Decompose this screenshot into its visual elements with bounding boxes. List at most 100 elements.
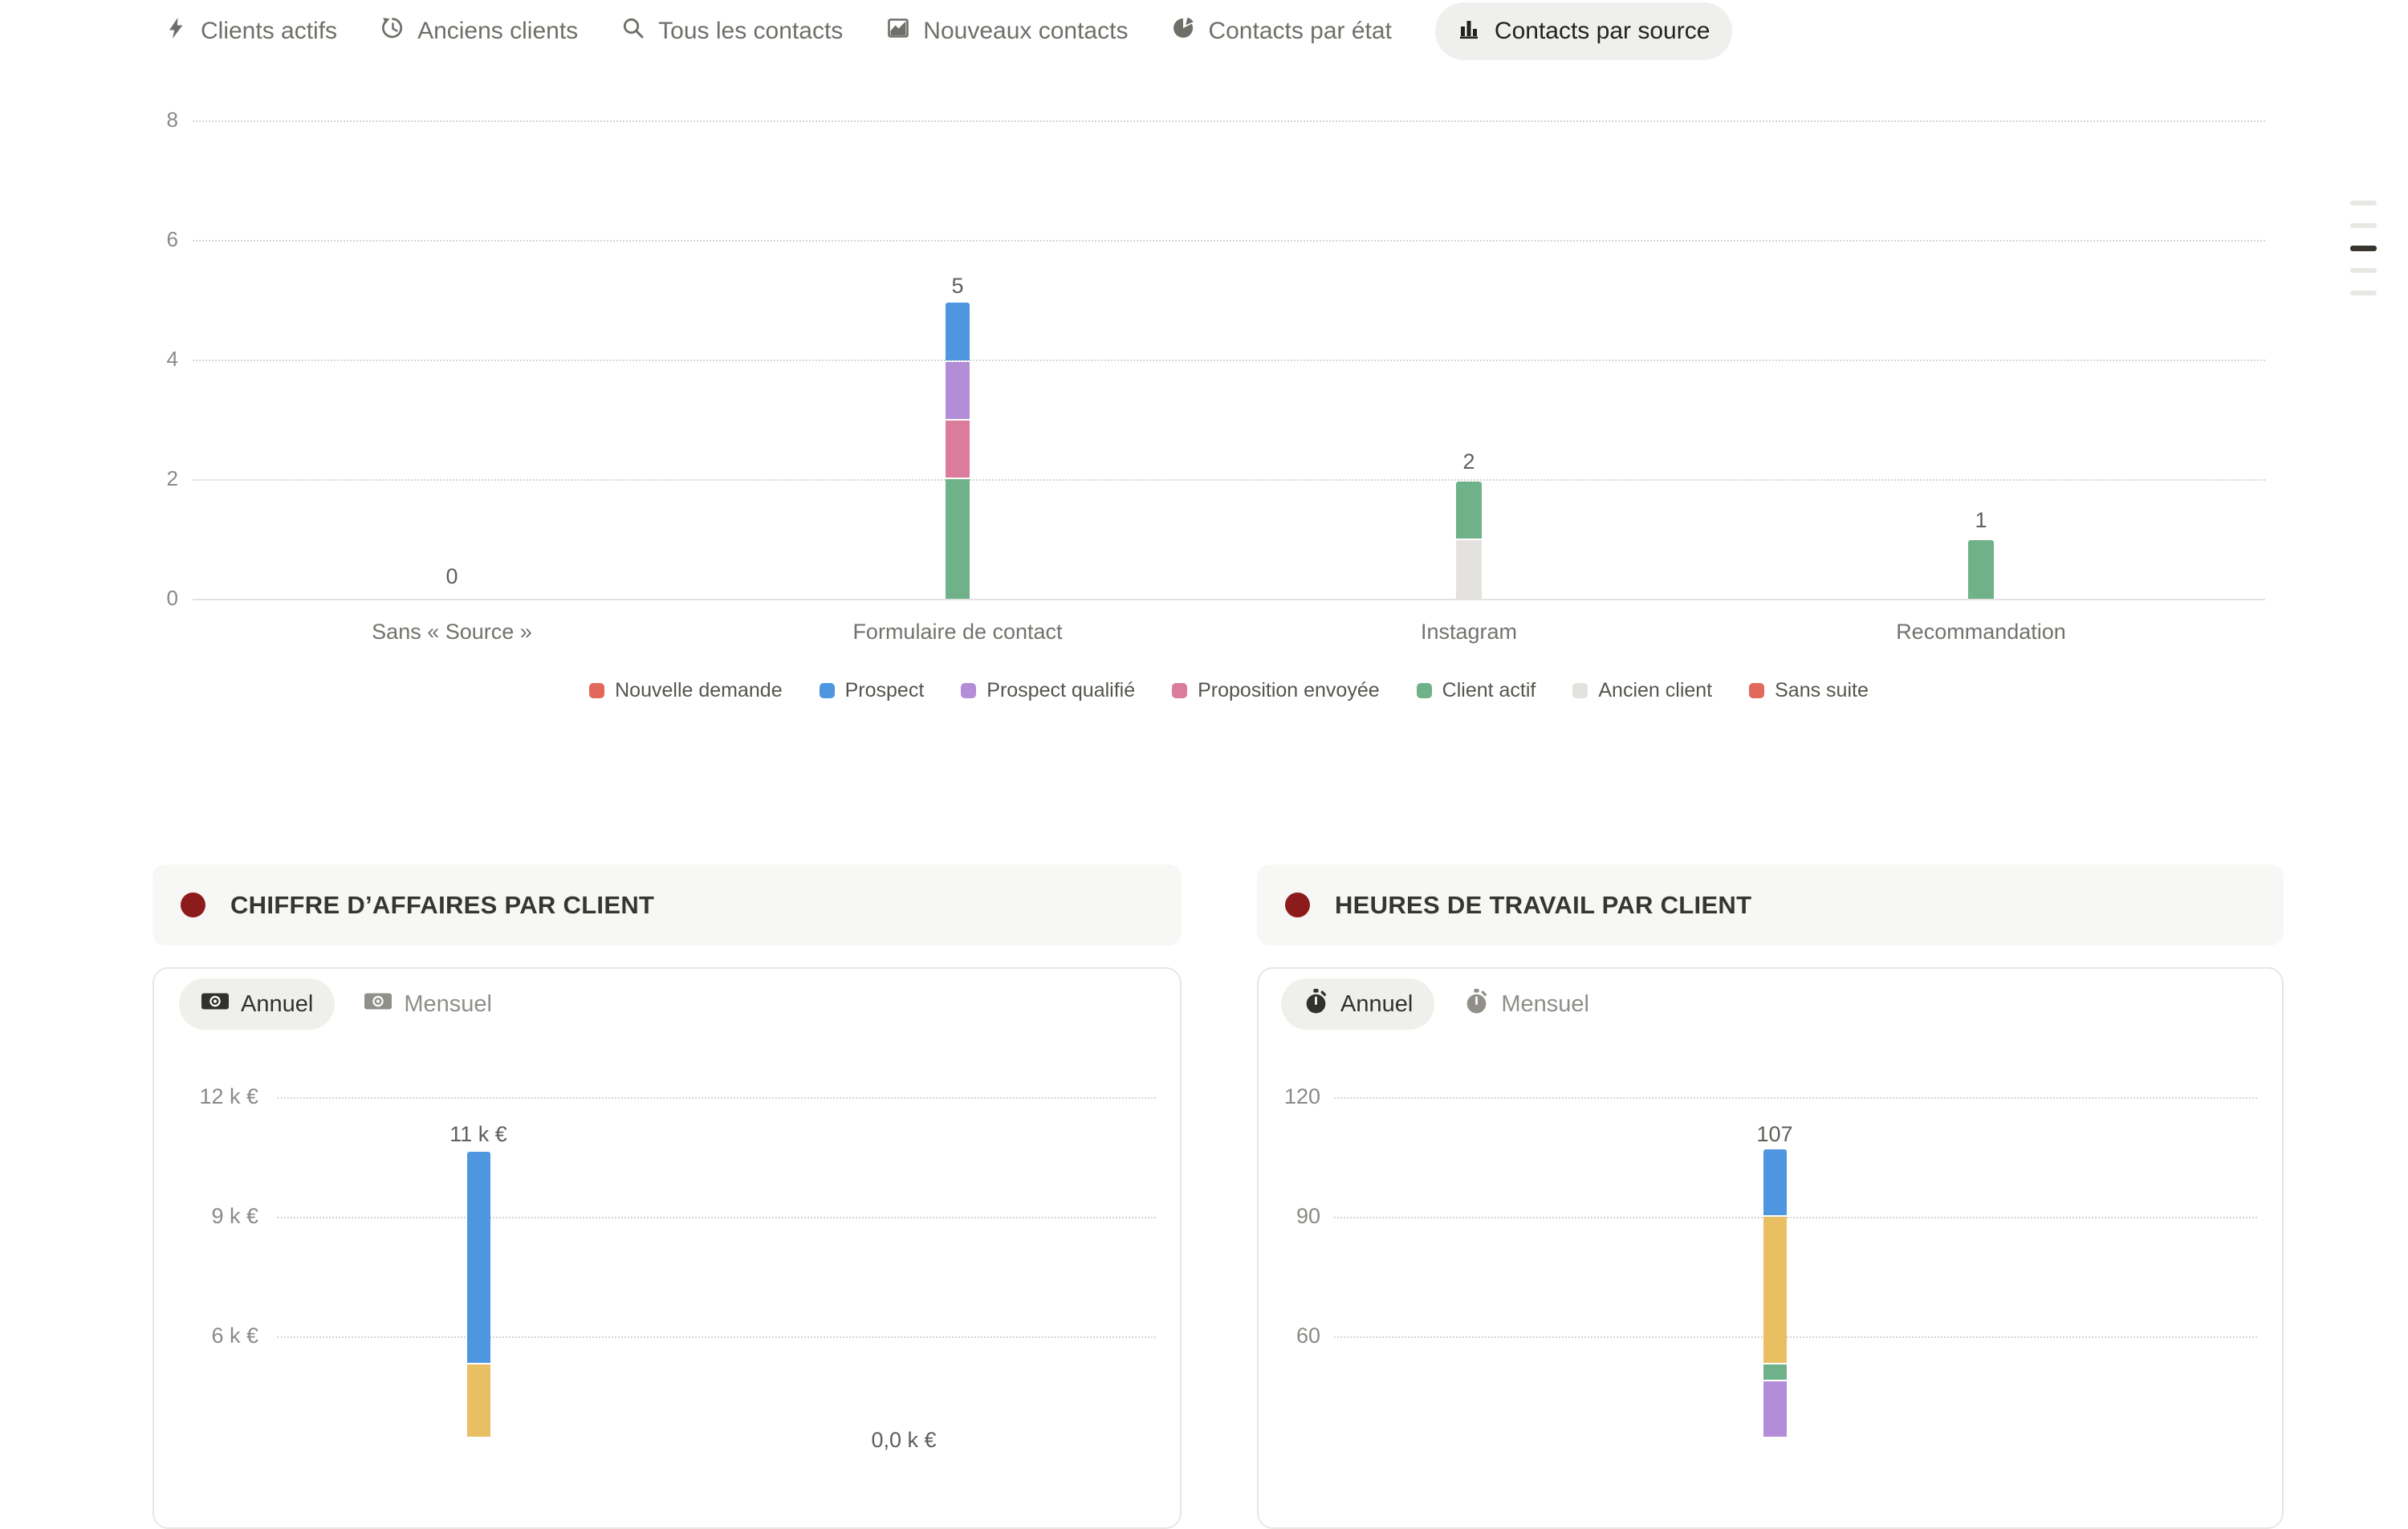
legend-label: Prospect [844,679,925,701]
toc-indicator-line-active[interactable] [2350,246,2377,251]
revenue-toggle-mensuel[interactable]: Mensuel [364,978,492,1030]
y-tick: 0 [166,586,178,610]
toggle-label: Mensuel [1501,990,1589,1017]
banknote-icon [201,990,230,1019]
legend-label: Prospect qualifié [986,679,1136,701]
legend-swatch [1572,683,1588,698]
bar-segment-client-actif[interactable] [1456,482,1482,539]
toggle-label: Mensuel [404,990,492,1017]
tab-contacts-par-source[interactable]: Contacts par source [1434,2,1733,60]
tab-clients-actifs[interactable]: Clients actifs [164,2,337,60]
tab-label: Contacts par source [1494,18,1710,44]
section-bullet-icon [1285,893,1310,917]
bar-segment-blue[interactable] [1763,1149,1787,1215]
tab-contacts-par-etat[interactable]: Contacts par état [1171,2,1392,60]
bar-segment-client-actif[interactable] [1968,540,1994,599]
gridline [193,360,2265,361]
stopwatch-icon [1303,988,1329,1021]
y-tick: 8 [166,108,178,132]
search-icon [621,16,645,47]
legend-item: Sans suite [1749,679,1869,702]
gridline [277,1097,1156,1099]
legend-label: Sans suite [1775,679,1869,701]
tab-label: Nouveaux contacts [923,18,1129,44]
legend-swatch [1416,683,1432,698]
bar-total-label: 0,0 k € [871,1428,937,1452]
x-category-label: Sans « Source » [372,620,532,644]
banknote-icon [364,990,393,1019]
x-axis-line [193,599,2265,600]
bar-segment-yellow[interactable] [467,1364,490,1437]
legend-item: Nouvelle demande [589,679,783,702]
tab-anciens-clients[interactable]: Anciens clients [380,2,578,60]
bar-segment-purple[interactable] [1763,1381,1787,1437]
pie-chart-icon [1171,16,1195,47]
history-icon [380,16,405,47]
y-tick: 6 k € [211,1324,258,1348]
bar-total-label: 5 [951,274,964,298]
x-category-label: Formulaire de contact [852,620,1063,644]
bar-segment-green[interactable] [1763,1364,1787,1380]
hours-period-toggle: Annuel Mensuel [1281,978,1589,1030]
revenue-period-toggle: Annuel Mensuel [179,978,492,1030]
hours-toggle-annuel[interactable]: Annuel [1281,978,1435,1030]
gridline [193,240,2265,242]
bar-segment-prospect-qualifie[interactable] [946,362,970,419]
tab-nouveaux-contacts[interactable]: Nouveaux contacts [886,2,1128,60]
x-category-label: Instagram [1420,620,1518,644]
bar-segment-ancien-client[interactable] [1456,540,1482,599]
legend-label: Proposition envoyée [1198,679,1380,701]
tab-tous-les-contacts[interactable]: Tous les contacts [621,2,843,60]
y-tick: 4 [166,347,178,371]
legend-item: Prospect [819,679,925,702]
x-category-label: Recommandation [1896,620,2066,644]
bar-segment-yellow[interactable] [1763,1217,1787,1363]
bar-total-label: 2 [1462,449,1475,474]
legend-swatch [589,683,605,698]
gridline [1334,1336,2257,1338]
y-tick: 120 [1283,1084,1320,1108]
section-bullet-icon [181,893,205,917]
legend-swatch [1172,683,1188,698]
section-title: CHIFFRE D’AFFAIRES PAR CLIENT [230,890,655,919]
gridline [1334,1217,2257,1218]
tab-label: Anciens clients [417,18,579,44]
area-chart-icon [886,16,910,47]
bar-total-label: 11 k € [449,1122,507,1146]
legend-label: Ancien client [1598,679,1713,701]
hours-toggle-mensuel[interactable]: Mensuel [1463,978,1589,1030]
toggle-label: Annuel [241,990,314,1017]
gridline [277,1336,1156,1338]
toc-indicator-line[interactable] [2350,291,2377,295]
legend-item: Proposition envoyée [1172,679,1380,702]
legend-label: Nouvelle demande [615,679,783,701]
gridline [277,1217,1156,1218]
tab-label: Clients actifs [201,18,338,44]
lightning-icon [164,16,188,47]
y-tick: 60 [1296,1324,1320,1348]
legend-label: Client actif [1442,679,1536,701]
toc-indicator-line[interactable] [2350,268,2377,273]
gridline [193,479,2265,481]
bar-segment-blue[interactable] [467,1152,490,1363]
revenue-toggle-annuel[interactable]: Annuel [179,978,336,1030]
toggle-label: Annuel [1340,990,1413,1017]
bar-segment-client-actif[interactable] [946,479,970,599]
toc-indicator-line[interactable] [2350,201,2377,205]
bar-chart-icon [1458,16,1482,47]
legend-swatch [961,683,977,698]
y-tick: 9 k € [211,1204,258,1228]
gridline [1334,1097,2257,1099]
bar-segment-proposition-envoyee[interactable] [946,421,970,478]
chart-legend: Nouvelle demande Prospect Prospect quali… [193,679,2265,702]
toc-indicator-line[interactable] [2350,223,2377,228]
revenue-chart-card [153,967,1182,1529]
stopwatch-icon [1463,988,1490,1021]
tab-label: Tous les contacts [658,18,844,44]
section-title: HEURES DE TRAVAIL PAR CLIENT [1335,890,1752,919]
y-tick: 2 [166,466,178,490]
legend-item: Prospect qualifié [961,679,1135,702]
bar-segment-prospect[interactable] [946,303,970,360]
legend-swatch [819,683,835,698]
y-tick: 6 [166,227,178,251]
